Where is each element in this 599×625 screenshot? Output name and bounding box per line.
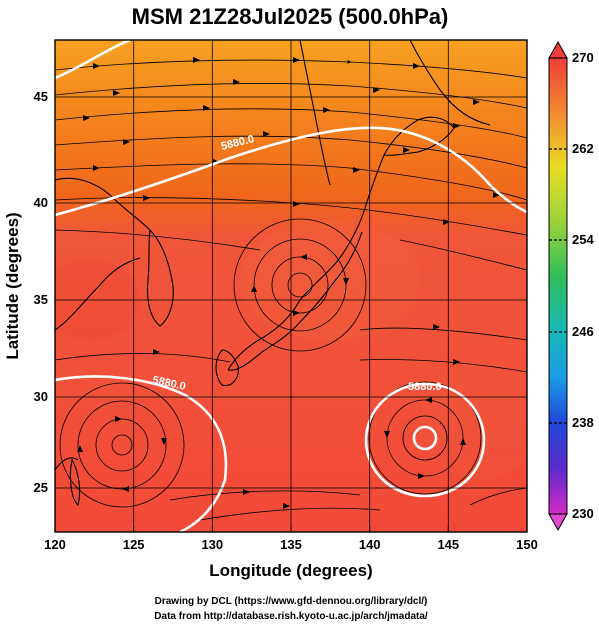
- contour-5880-west: [55, 375, 228, 532]
- stream-arrows: [77, 57, 500, 509]
- x-tick-label: 150: [516, 537, 538, 552]
- colorbar-tick-label: 230: [572, 506, 594, 521]
- x-tick-label: 125: [123, 537, 145, 552]
- contour-5880-northwest: [55, 40, 131, 80]
- colorbar-tick-label: 238: [572, 415, 594, 430]
- grid-lines: [55, 40, 527, 532]
- contour-5880-east-inner: [412, 425, 438, 451]
- map-plot-area: 5880.0 5880.0 5880.0: [55, 40, 527, 532]
- x-tick-label: 135: [280, 537, 302, 552]
- colorbar-top-arrow: [548, 40, 568, 59]
- x-tick-label: 145: [437, 537, 459, 552]
- x-tick-label: 130: [201, 537, 223, 552]
- credit-data: Data from http://database.rish.kyoto-u.a…: [154, 611, 428, 622]
- x-tick-label: 140: [359, 537, 381, 552]
- colorbar: 270 262 254 246 238 230: [548, 40, 594, 532]
- colorbar-tick-label: 246: [572, 324, 594, 339]
- contour-5880-east: [364, 382, 486, 498]
- colorbar-bottom-arrow: [548, 513, 568, 532]
- field-texture: [55, 220, 527, 480]
- y-tick-label: 45: [34, 89, 48, 104]
- x-axis-label: Longitude (degrees): [209, 561, 372, 580]
- contour-5880-north: [55, 126, 527, 217]
- streamlines: [55, 59, 527, 521]
- colorbar-tick-label: 270: [572, 50, 594, 65]
- geopotential-contours: [55, 40, 527, 532]
- y-tick-label: 35: [34, 292, 48, 307]
- y-tick-label: 25: [34, 480, 48, 495]
- chart-title: MSM 21Z28Jul2025 (500.0hPa): [132, 4, 449, 29]
- x-tick-marks: [54, 526, 528, 532]
- credit-drawing: Drawing by DCL (https://www.gfd-dennou.o…: [155, 596, 428, 607]
- y-axis-label: Latitude (degrees): [3, 212, 22, 359]
- colorbar-tick-marks: [549, 57, 567, 515]
- coastlines: [55, 40, 491, 506]
- y-tick-label: 40: [34, 195, 48, 210]
- colorbar-tick-label: 254: [572, 232, 594, 247]
- x-tick-label: 120: [44, 537, 66, 552]
- contour-label-east: 5880.0: [408, 381, 442, 393]
- y-tick-label: 30: [34, 389, 48, 404]
- colorbar-tick-label: 262: [572, 141, 594, 156]
- colorbar-gradient: [548, 57, 568, 515]
